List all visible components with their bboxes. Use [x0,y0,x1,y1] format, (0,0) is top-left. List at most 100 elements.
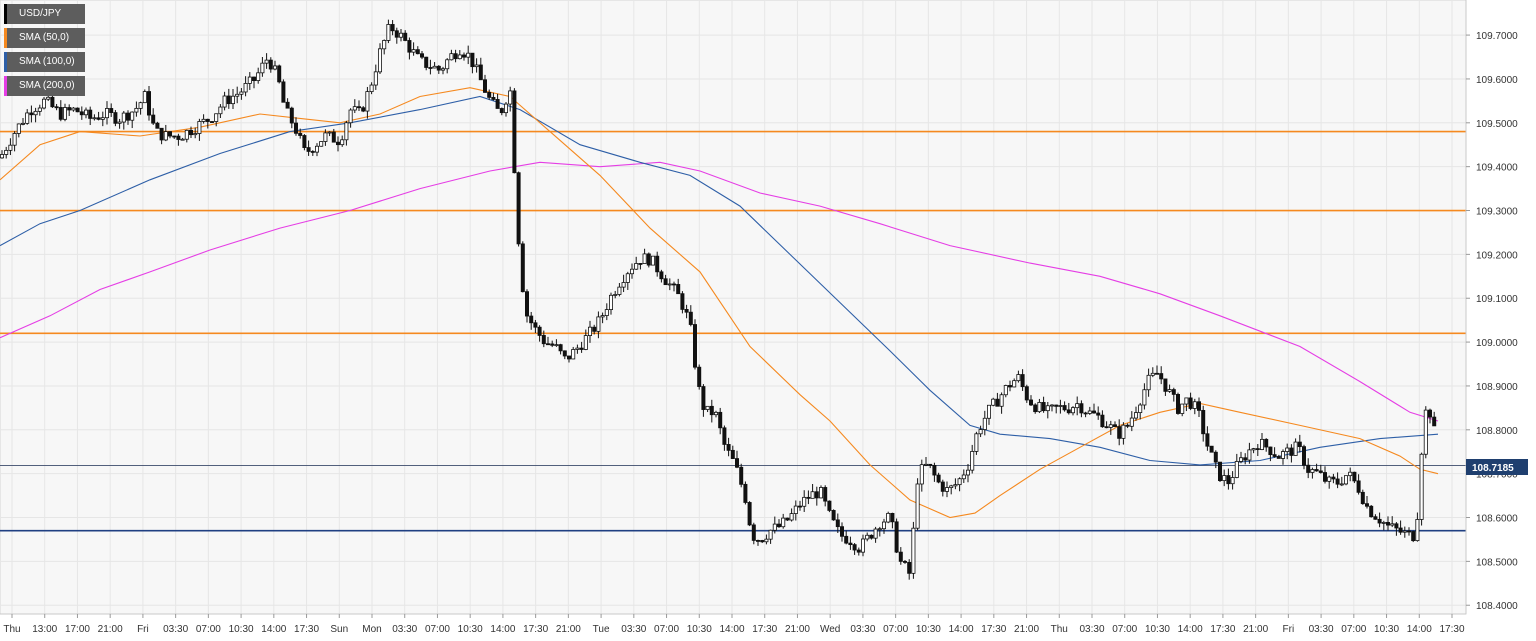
candle-body [987,404,992,419]
candle-body [1285,447,1290,452]
candle-body [1100,414,1105,428]
candle-body [617,286,622,295]
candle [844,530,849,545]
candle [1003,384,1008,398]
candle [613,290,618,299]
candle-body [1020,374,1025,388]
candle-body [1335,478,1340,485]
legend-item-usdjpy[interactable]: USD/JPY [4,4,85,24]
legend-item-sma-50[interactable]: SMA (50,0) [4,28,85,48]
candle [331,128,336,143]
candle [609,292,614,315]
candle-body [680,293,685,310]
time-axis: Thu 13:00 17:00 21:00 Fri 03:30 07:00 10:30 14:0… [0,613,1466,635]
time-tick-label: Fri [1283,624,1295,635]
legend-item-sma-200[interactable]: SMA (200,0) [4,76,85,96]
candle [499,107,504,116]
candle-body [12,133,17,146]
candle-body [29,112,34,116]
candle-body [340,139,345,146]
time-tick-label: 07:00 [1112,624,1137,635]
legend-item-sma-100[interactable]: SMA (100,0) [4,52,85,72]
candle-body [188,129,193,136]
candle-body [890,512,895,523]
candle-body [403,32,408,41]
candle-body [823,487,828,502]
candle-body [50,96,55,108]
candle [1302,444,1307,470]
candle-body [146,91,151,116]
candle-body [235,93,240,97]
candle-body [1045,405,1050,412]
candle-body [886,512,891,523]
candle-body [314,145,319,153]
candle [0,150,4,159]
time-tick-label: 07:00 [196,624,221,635]
candle-body [1318,470,1323,473]
sma-100-line [0,95,1439,466]
candle [827,500,832,513]
candle-body [571,349,576,360]
candle [529,311,534,330]
candle [1255,443,1260,456]
current-price-tag-box [1466,459,1528,475]
candle [655,251,660,277]
plot-background [0,0,1467,615]
candle-body [1192,401,1197,409]
moving-averages [0,87,1439,519]
candle [638,263,643,270]
price-tick-label: 108.4000 [1476,601,1518,612]
candle [293,117,298,136]
candle-body [760,540,765,543]
candle-body [243,83,248,93]
candle-body [478,64,483,81]
candle [693,319,698,370]
candle-body [1209,445,1214,453]
candle [365,86,370,119]
time-tick-label: 07:00 [1341,624,1366,635]
candle-body [1167,389,1172,392]
candle [214,113,219,127]
candle [907,559,912,580]
candle [982,410,987,436]
candle-body [394,30,399,38]
candle-body [1197,401,1202,411]
candle [1146,368,1151,397]
candle [419,50,424,60]
price-tick-label: 108.9000 [1476,382,1518,393]
candle-body [579,347,584,350]
candle-body [1360,491,1365,505]
candle-body [117,121,122,124]
candle-body [882,521,887,530]
candle [924,456,929,467]
candle [230,89,235,109]
candle [88,106,93,126]
candle [571,346,576,360]
candle-body [1108,424,1113,428]
candle-body [327,131,332,134]
candle-body [634,263,639,270]
candle-body [701,386,706,410]
candle [151,108,156,125]
time-tick-label: 21:00 [1014,624,1039,635]
candle-body [33,110,38,116]
candle-body [735,458,740,468]
candle-body [499,108,504,114]
candle [760,539,765,544]
candle [777,519,782,528]
candle-body [424,56,429,68]
candle-body [1365,503,1370,507]
candle [323,129,328,146]
candle [63,103,68,122]
candle-body [567,355,572,360]
candle [1281,449,1286,465]
candle [806,490,811,505]
candle-body [407,40,412,53]
candle [516,171,521,247]
candle-body [1071,407,1076,414]
candle [1134,406,1139,421]
candle [1192,398,1197,415]
candle [1024,384,1029,403]
candle [735,450,740,469]
candle-body [1402,530,1407,533]
